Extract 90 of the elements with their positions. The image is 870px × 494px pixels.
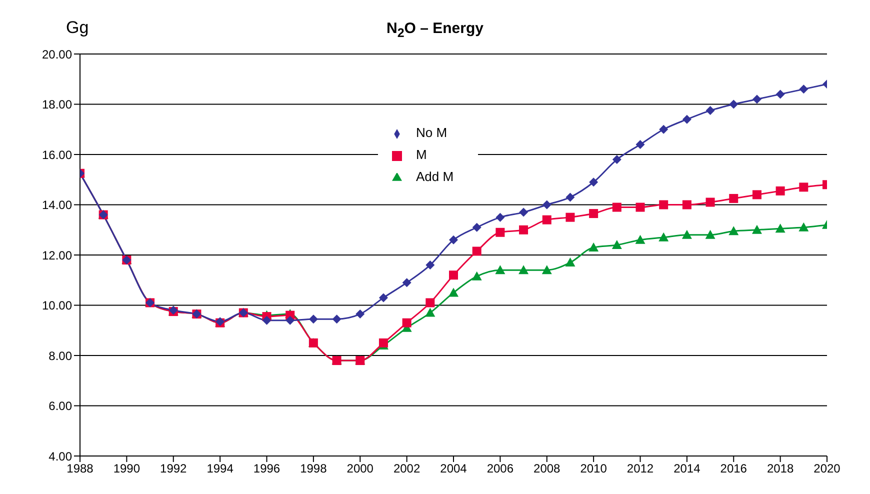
x-tick-label: 2020 [814,462,841,476]
x-tick-label: 2010 [580,462,608,476]
point [308,314,318,324]
y-tick-label: 12.00 [42,248,72,262]
x-tick-label: 2002 [393,462,420,476]
x-tick-label: 2008 [534,462,561,476]
x-tick-label: 2006 [486,462,514,476]
point [565,258,576,267]
point [402,278,412,288]
point [636,140,645,149]
x-tick-label: 2014 [674,462,701,476]
point [589,209,598,218]
point [588,242,599,252]
point [728,226,739,236]
point [658,232,669,242]
point [798,222,809,232]
x-tick-label: 1996 [253,462,280,476]
point [682,230,692,239]
y-tick-label: 14.00 [42,198,72,212]
point [682,200,692,210]
legend-label: M [416,147,427,162]
x-tick-label: 1994 [206,462,234,476]
point [448,288,458,297]
point [776,186,785,196]
x-tick-label: 1998 [300,462,328,476]
point [262,316,272,325]
point [495,265,506,274]
point [496,228,505,237]
x-tick-label: 1990 [113,462,140,476]
point [472,222,482,232]
point [612,155,622,164]
point [332,314,342,324]
x-tick-label: 1988 [66,462,94,476]
point [518,265,529,274]
y-tick-label: 18.00 [42,98,72,112]
x-tick-label: 2012 [626,462,654,476]
point [659,124,668,134]
point [542,215,552,224]
point [426,260,435,270]
point [496,212,505,222]
point [799,84,808,94]
point [566,192,575,202]
point [402,318,412,328]
point [519,225,528,234]
y-tick-label: 10.00 [42,298,72,313]
y-tick-label: 16.00 [42,148,72,162]
y-tick-label: 20.00 [42,47,72,62]
point [636,202,645,212]
point [659,200,668,210]
legend-label: Add M [416,169,454,184]
point [706,106,715,116]
x-tick-label: 1992 [160,462,188,476]
point [752,224,762,234]
point [519,208,528,217]
point [378,293,388,302]
y-tick-label: 8.00 [48,348,72,363]
x-tick-label: 2000 [346,462,374,476]
point [472,271,482,280]
point [775,224,786,233]
x-tick-label: 2016 [720,462,748,476]
point [566,212,575,222]
y-tick-label: 4.00 [48,449,72,464]
point [729,194,738,203]
point [426,298,435,308]
x-tick-label: 2018 [766,462,794,476]
point [752,94,762,104]
point [542,200,552,210]
point [706,198,715,207]
point [589,178,598,187]
point [752,190,762,200]
point [449,235,458,244]
point [776,90,785,99]
point [542,265,552,274]
point [635,234,646,244]
point [425,308,436,317]
point [612,202,622,212]
legend-label: No M [416,125,448,140]
point [799,182,808,192]
point [356,310,365,319]
y-axis-title: Gg [66,18,89,38]
point [449,270,458,280]
point [286,316,295,325]
point [705,230,716,239]
point [682,114,692,124]
point [472,246,482,256]
point [612,240,622,249]
x-tick-label: 2004 [440,462,468,476]
chart-title: N$_{2}$O – Energy [386,20,484,40]
point [729,100,738,109]
y-tick-label: 6.00 [48,399,72,414]
